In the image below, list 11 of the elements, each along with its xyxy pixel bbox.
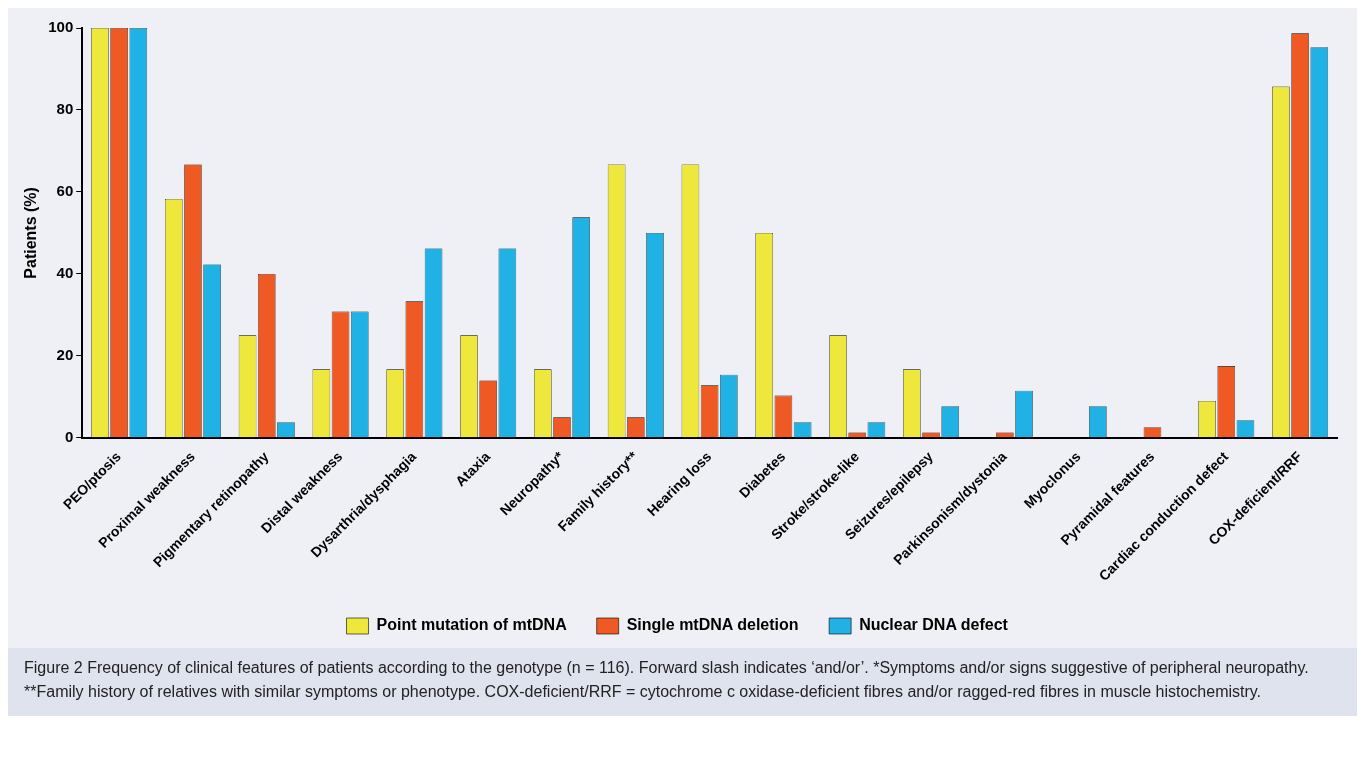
y-tick-label: 80 — [56, 100, 74, 118]
y-axis-title: Patients (%) — [22, 187, 40, 279]
legend-label: Single mtDNA deletion — [626, 616, 799, 634]
y-tick-label: 100 — [48, 18, 74, 36]
caption: Figure 2 Frequency of clinical features of patients according to the genotype (n = 116). Forward slash indicates ‘and/or’. *Symptoms and/or signs suggestive of peripheral neuropathy. **Family history of relatives with similar symptoms or phenotype. COX-deficient/RRF = cytochrome c oxidase-deficient fibres and/or ragged-red fibres in muscle histochemistry. — [8, 648, 1357, 716]
legend-label: Nuclear DNA defect — [859, 616, 1009, 634]
y-tick-label: 60 — [56, 182, 74, 200]
y-tick-label: 0 — [64, 427, 74, 445]
legend-label: Point mutation of mtDNA — [376, 616, 568, 634]
y-tick-label: 20 — [56, 345, 74, 363]
y-tick-label: 40 — [56, 264, 74, 282]
